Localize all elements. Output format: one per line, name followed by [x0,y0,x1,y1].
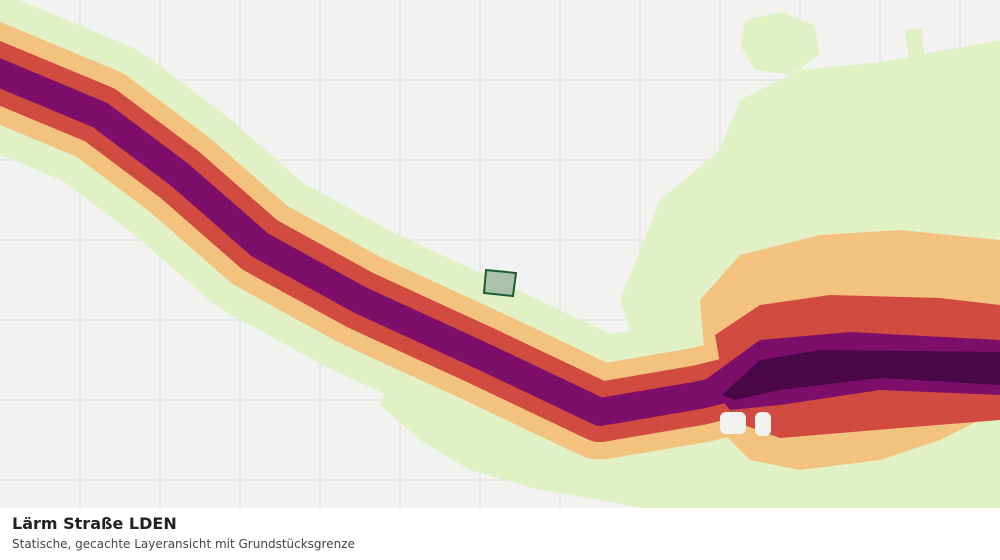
gap [755,412,771,436]
noise-zone-low [740,12,820,75]
noise-zone-very-high [0,58,764,426]
noise-map [0,0,1000,508]
parcel-boundary [482,268,518,298]
gap [720,412,746,434]
caption-bar: Lärm Straße LDEN Statische, gecachte Lay… [0,508,1000,560]
layer-title: Lärm Straße LDEN [12,514,177,533]
layer-subtitle: Statische, gecachte Layeransicht mit Gru… [12,537,355,551]
noise-zone-low [905,28,925,68]
noise-zone-extreme [722,350,1000,400]
